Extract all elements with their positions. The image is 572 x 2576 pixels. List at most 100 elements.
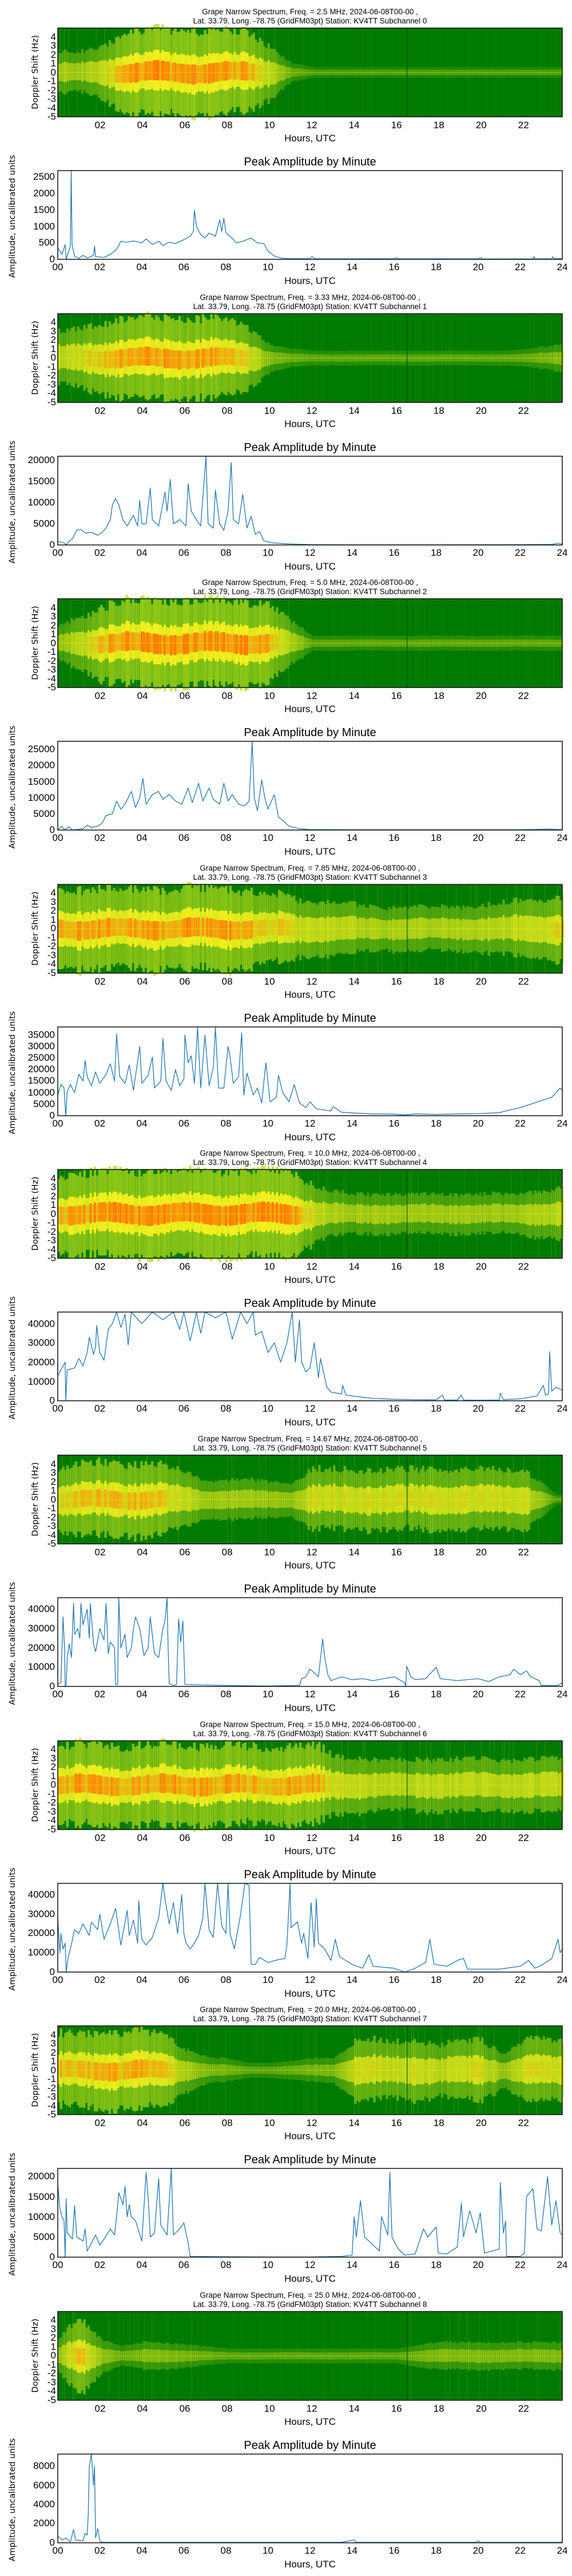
spectrogram xyxy=(57,882,565,976)
spectrogram-column xyxy=(140,595,143,688)
spectrogram-column xyxy=(439,2048,442,2093)
spectrogram-column xyxy=(193,2053,196,2089)
spectrogram-column xyxy=(269,48,272,98)
spectrogram-column xyxy=(553,1492,556,1507)
spectrogram-column xyxy=(263,1751,266,1820)
spectrogram-xlabel: Hours, UTC xyxy=(284,1845,336,1856)
spectrogram-column xyxy=(70,1455,73,1544)
spectrogram-column xyxy=(256,2026,260,2115)
spectrogram-column xyxy=(138,2311,141,2400)
spectrogram-xtick: 08 xyxy=(221,1261,233,1273)
spectrogram-column xyxy=(316,67,319,78)
spectrogram-column xyxy=(445,1740,448,1830)
spectrogram-column xyxy=(527,67,530,78)
spectrogram-column xyxy=(360,1759,363,1814)
spectrogram-column xyxy=(546,599,550,688)
spectrogram-column xyxy=(549,2038,551,2101)
peak-amplitude-title: Peak Amplitude by Minute xyxy=(244,1297,376,1310)
spectrogram-column xyxy=(483,636,486,651)
spectrogram-xtick: 18 xyxy=(433,1547,444,1558)
spectrogram-column xyxy=(502,1196,505,1231)
spectrogram-column xyxy=(527,2038,530,2101)
spectrogram-column xyxy=(422,67,424,78)
spectrogram-column xyxy=(538,346,541,369)
spectrogram-ytick: 4 xyxy=(50,1172,56,1184)
spectrogram-column xyxy=(551,2042,554,2097)
spectrogram-column xyxy=(81,2032,84,2108)
spectrogram-column xyxy=(318,1170,321,1259)
amplitude-xtick: 22 xyxy=(515,262,526,272)
spectrogram-column xyxy=(472,2037,475,2103)
spectrogram-column xyxy=(185,28,188,117)
spectrogram-column xyxy=(244,1742,247,1824)
amplitude-ytick: 0 xyxy=(49,254,55,264)
spectrogram-column xyxy=(132,892,134,963)
spectrogram-column xyxy=(409,1465,412,1531)
spectrogram-xtick: 16 xyxy=(391,405,402,416)
spectrogram-column xyxy=(108,40,112,107)
spectrogram-column xyxy=(511,350,514,366)
spectrogram-column xyxy=(263,891,266,964)
spectrogram-column xyxy=(322,884,325,973)
spectrogram-column xyxy=(498,67,501,78)
spectrogram-column xyxy=(536,2311,539,2400)
amplitude-ytick: 25000 xyxy=(27,1052,55,1064)
spectrogram-column xyxy=(555,1494,558,1505)
spectrogram-column xyxy=(339,904,342,953)
spectrogram-column xyxy=(123,2311,126,2400)
spectrogram-column xyxy=(419,1740,423,1830)
spectrogram-column xyxy=(324,2311,327,2400)
spectrogram-xtick: 08 xyxy=(221,975,233,987)
spectrogram-column xyxy=(455,350,459,365)
spectrogram-column xyxy=(66,52,69,92)
spectrogram-column xyxy=(96,2031,98,2112)
plot-frame xyxy=(57,1026,563,1116)
amplitude-xtick: 22 xyxy=(515,1117,526,1129)
spectrogram-column xyxy=(261,2311,264,2400)
spectrogram-column xyxy=(182,2344,185,2368)
spectrogram-column xyxy=(220,1176,224,1255)
spectrogram-ytick: 0 xyxy=(50,637,56,649)
spectrogram-column xyxy=(483,350,486,366)
spectrogram-column xyxy=(396,350,399,365)
spectrogram-column xyxy=(530,67,533,78)
spectrogram-column xyxy=(153,1466,156,1533)
spectrogram-column xyxy=(439,2341,442,2369)
channel-panel: Grape Narrow Spectrum, Freq. = 3.33 MHz,… xyxy=(0,286,572,572)
spectrogram-column xyxy=(216,595,219,688)
spectrogram-column xyxy=(404,350,408,366)
amplitude-xlabel: Hours, UTC xyxy=(284,560,336,572)
spectrogram-column xyxy=(58,887,61,969)
spectrogram-column xyxy=(349,599,353,688)
spectrogram-column xyxy=(59,623,63,662)
spectrogram-column xyxy=(307,599,311,688)
amplitude-xtick: 08 xyxy=(220,262,232,272)
spectrogram-column xyxy=(379,350,382,365)
spectrogram-column xyxy=(280,57,283,89)
spectrogram-column xyxy=(447,2342,450,2368)
spectrogram-column xyxy=(227,601,230,685)
spectrogram-column xyxy=(504,1472,507,1527)
spectrogram-column xyxy=(246,600,249,690)
spectrogram-column xyxy=(460,350,463,365)
spectrogram-column xyxy=(267,1483,270,1516)
spectrogram-column xyxy=(481,1740,484,1830)
spectrogram-column xyxy=(121,1464,124,1537)
spectrogram-column xyxy=(500,67,503,78)
spectrogram-column xyxy=(364,1740,367,1830)
spectrogram-column xyxy=(430,906,433,950)
spectrogram-column xyxy=(545,635,547,651)
spectrogram-column xyxy=(419,2344,423,2368)
spectrogram-column xyxy=(443,2046,446,2094)
spectrogram-column xyxy=(292,621,296,664)
spectrogram-column xyxy=(551,1170,554,1259)
spectrogram-column xyxy=(491,67,495,78)
spectrogram-column xyxy=(322,635,325,651)
spectrogram-column xyxy=(227,1170,230,1259)
spectrogram-column xyxy=(498,2343,501,2369)
spectrogram-column xyxy=(191,1173,194,1252)
spectrogram-column xyxy=(83,1461,86,1536)
spectrogram-column xyxy=(434,1195,438,1233)
spectrogram-column xyxy=(267,2348,270,2364)
spectrogram-column xyxy=(386,2348,388,2363)
